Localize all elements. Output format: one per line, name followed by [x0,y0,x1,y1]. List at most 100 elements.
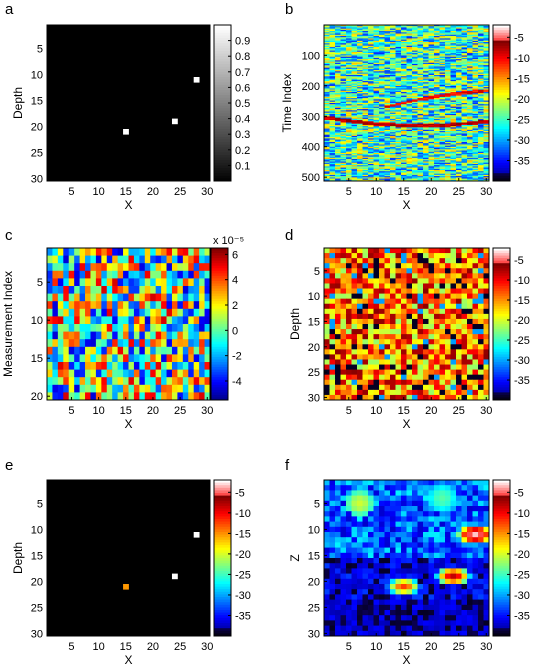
heatmap-cell [335,157,341,160]
heatmap-cell [340,77,347,80]
heatmap-cell [357,137,363,139]
heatmap-cell [150,362,157,370]
heatmap-cell [379,115,385,117]
heatmap-cell [467,50,473,53]
heatmap-cell [417,132,424,134]
heatmap-cell [384,65,391,67]
heatmap-cell [390,98,396,100]
heatmap-cell [161,384,167,393]
heatmap-cell [74,293,80,302]
heatmap-cell [434,48,440,50]
heatmap-cell [346,170,352,172]
heatmap-cell [346,71,352,73]
heatmap-cell [456,171,462,173]
heatmap-cell [335,49,341,51]
heatmap-cell [478,79,484,82]
heatmap-cell [428,56,435,59]
heatmap-cell [439,44,446,47]
heatmap-cell [351,87,358,89]
heatmap-cell [340,57,347,60]
heatmap-cell [478,123,484,126]
heatmap-cell [368,51,374,54]
heatmap-cell [467,43,473,45]
heatmap-cell [439,73,446,76]
heatmap-cell [335,248,341,254]
heatmap-cell [384,126,391,128]
heatmap-cell [329,122,336,125]
heatmap-cell [390,166,396,168]
heatmap-cell [439,172,446,175]
heatmap-cell [123,354,129,363]
heatmap-cell [329,87,336,89]
heatmap-cell [450,160,457,162]
heatmap-cell [467,31,473,33]
heatmap-cell [324,99,330,101]
heatmap-cell [461,100,468,103]
heatmap-cell [346,98,352,100]
heatmap-cell [467,109,473,111]
heatmap-cell [368,263,374,269]
heatmap-cell [450,31,457,33]
heatmap-cell [390,273,396,279]
heatmap-cell [478,157,484,160]
heatmap-cell [478,273,484,279]
heatmap-cell [340,90,347,93]
heatmap-cell [423,111,429,114]
heatmap-cell [346,26,352,28]
heatmap-cell [351,73,358,76]
heatmap-cell [478,135,484,138]
heatmap-cell [346,163,352,166]
heatmap-cell [379,170,385,172]
heatmap-cell [335,263,341,269]
heatmap-cell [412,42,418,44]
heatmap-cell [434,49,440,51]
heatmap-cell [373,134,380,137]
heatmap-cell [445,121,451,123]
heatmap-cell [472,37,479,39]
heatmap-cell [445,78,451,81]
heatmap-cell [412,84,418,87]
heatmap-cell [417,82,424,84]
heatmap-cell [384,33,391,36]
heatmap-cell [324,78,330,81]
heatmap-cell [406,127,413,129]
heatmap-cell [357,109,363,111]
heatmap-cell [417,133,424,136]
heatmap-cell [467,66,473,69]
heatmap-cell [204,270,211,279]
heatmap-cell [423,85,429,88]
heatmap-cell [483,157,490,160]
heatmap-cell [395,151,402,154]
heatmap-cell [128,354,135,363]
heatmap-cell [368,134,374,137]
heatmap-cell [351,56,358,59]
heatmap-cell [324,151,330,154]
heatmap-cell [95,248,102,256]
heatmap-cell [390,70,396,72]
heatmap-cell [395,142,402,144]
heatmap-cell [412,106,418,109]
heatmap-cell [335,110,341,112]
heatmap-cell [357,83,363,86]
heatmap-cell [439,139,446,142]
heatmap-cell [368,33,374,36]
heatmap-cell [478,122,484,125]
heatmap-cell [417,152,424,155]
heatmap-cell [106,293,113,302]
heatmap-cell [346,38,352,41]
heatmap-cell [461,82,468,84]
heatmap-cell [406,46,413,49]
heatmap-cell [106,286,113,294]
heatmap-cell [428,90,435,93]
heatmap-cell [373,149,380,151]
heatmap-cell [329,48,336,50]
heatmap-cell [101,392,108,401]
heatmap-cell [182,362,189,370]
heatmap-cell [384,173,391,176]
heatmap-cell [395,64,402,66]
heatmap-cell [401,139,407,142]
heatmap-cell [472,100,479,103]
heatmap-cell [478,106,484,109]
heatmap-cell [346,159,352,161]
heatmap-cell [467,112,473,115]
